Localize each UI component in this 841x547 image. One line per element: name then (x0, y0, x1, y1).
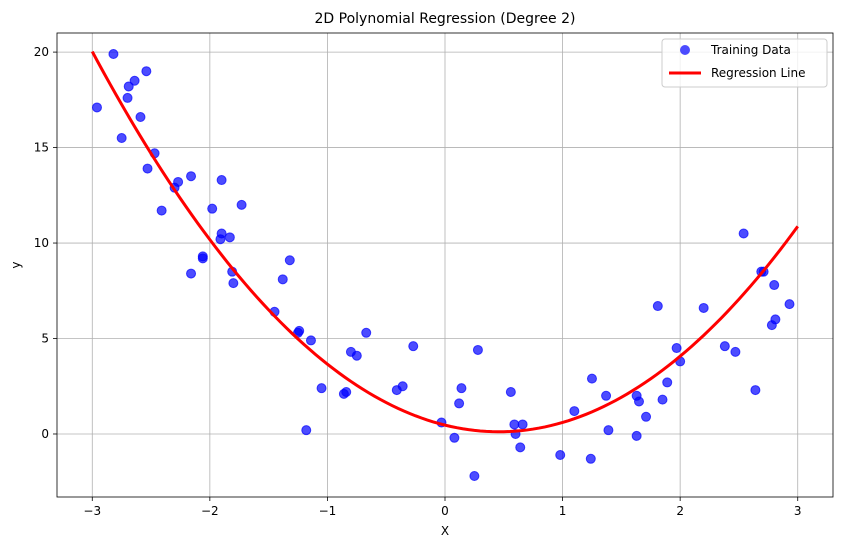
x-tick-label: −3 (83, 504, 101, 518)
scatter-point (652, 301, 663, 312)
scatter-points (91, 49, 795, 481)
scatter-point (469, 470, 480, 481)
x-tick-label: 3 (794, 504, 802, 518)
scatter-point (719, 341, 730, 352)
x-tick-label: 0 (441, 504, 449, 518)
scatter-point (408, 341, 419, 352)
y-tick-label: 10 (34, 236, 49, 250)
legend-box (661, 38, 828, 88)
scatter-point (316, 383, 327, 394)
legend-marker-training-data (680, 45, 690, 55)
scatter-point (305, 335, 316, 346)
scatter-point (236, 199, 247, 210)
scatter-point (770, 314, 781, 325)
scatter-point (108, 49, 119, 60)
legend-label-training-data: Training Data (710, 43, 791, 57)
scatter-point (456, 383, 467, 394)
scatter-point (509, 419, 520, 430)
scatter-point (207, 203, 218, 214)
grid-lines (57, 33, 833, 497)
scatter-point (657, 394, 668, 405)
scatter-point (361, 327, 372, 338)
scatter-point (662, 377, 673, 388)
scatter-point (91, 102, 102, 113)
scatter-point (135, 112, 146, 123)
chart-title: 2D Polynomial Regression (Degree 2) (315, 11, 576, 27)
scatter-point (351, 350, 362, 361)
scatter-point (141, 66, 152, 77)
scatter-point (224, 232, 235, 243)
scatter-point (555, 449, 566, 460)
scatter-point (586, 373, 597, 384)
scatter-point (784, 299, 795, 310)
scatter-point (641, 411, 652, 422)
x-axis-label: X (441, 524, 449, 538)
scatter-point (515, 442, 526, 453)
x-tick-label: −1 (319, 504, 337, 518)
scatter-point (738, 228, 749, 239)
scatter-point (750, 385, 761, 396)
scatter-point (156, 205, 167, 216)
scatter-point (505, 386, 516, 397)
y-tick-label: 5 (41, 332, 49, 346)
scatter-point (472, 344, 483, 355)
scatter-point (122, 92, 133, 103)
scatter-point (129, 75, 140, 86)
regression-line (90, 50, 799, 434)
legend: Training Data Regression Line (661, 38, 828, 88)
scatter-point (601, 390, 612, 401)
scatter-point (517, 419, 528, 430)
scatter-point (671, 343, 682, 354)
scatter-point (216, 175, 227, 186)
scatter-point (569, 406, 580, 417)
scatter-point (397, 381, 408, 392)
scatter-point (284, 255, 295, 266)
plot-frame (56, 32, 834, 498)
scatter-point (197, 251, 208, 262)
scatter-point (186, 171, 197, 182)
scatter-point (123, 81, 134, 92)
scatter-point (186, 268, 197, 279)
axis-ticks: −3 −2 −1 0 1 2 3 0 5 10 15 20 (34, 45, 802, 518)
scatter-point (730, 346, 741, 357)
scatter-point (173, 176, 184, 187)
scatter-point (277, 274, 288, 285)
x-tick-label: 1 (559, 504, 567, 518)
x-tick-label: −2 (201, 504, 219, 518)
scatter-point (449, 432, 460, 443)
scatter-point (631, 430, 642, 441)
scatter-point (142, 163, 153, 174)
scatter-point (341, 386, 352, 397)
scatter-point (294, 325, 305, 336)
scatter-point (634, 396, 644, 407)
scatter-point (116, 133, 127, 144)
scatter-point (454, 398, 465, 409)
scatter-point (228, 278, 239, 289)
y-tick-label: 0 (41, 427, 49, 441)
legend-label-regression-line: Regression Line (711, 66, 805, 80)
scatter-point (603, 425, 614, 436)
scatter-point (301, 425, 312, 436)
x-tick-label: 2 (676, 504, 684, 518)
y-tick-label: 15 (34, 141, 49, 155)
scatter-point (769, 280, 780, 291)
scatter-point (698, 302, 709, 313)
y-axis-label: y (9, 261, 23, 268)
scatter-point (216, 228, 227, 239)
y-tick-label: 20 (34, 45, 49, 59)
scatter-point (585, 453, 596, 464)
